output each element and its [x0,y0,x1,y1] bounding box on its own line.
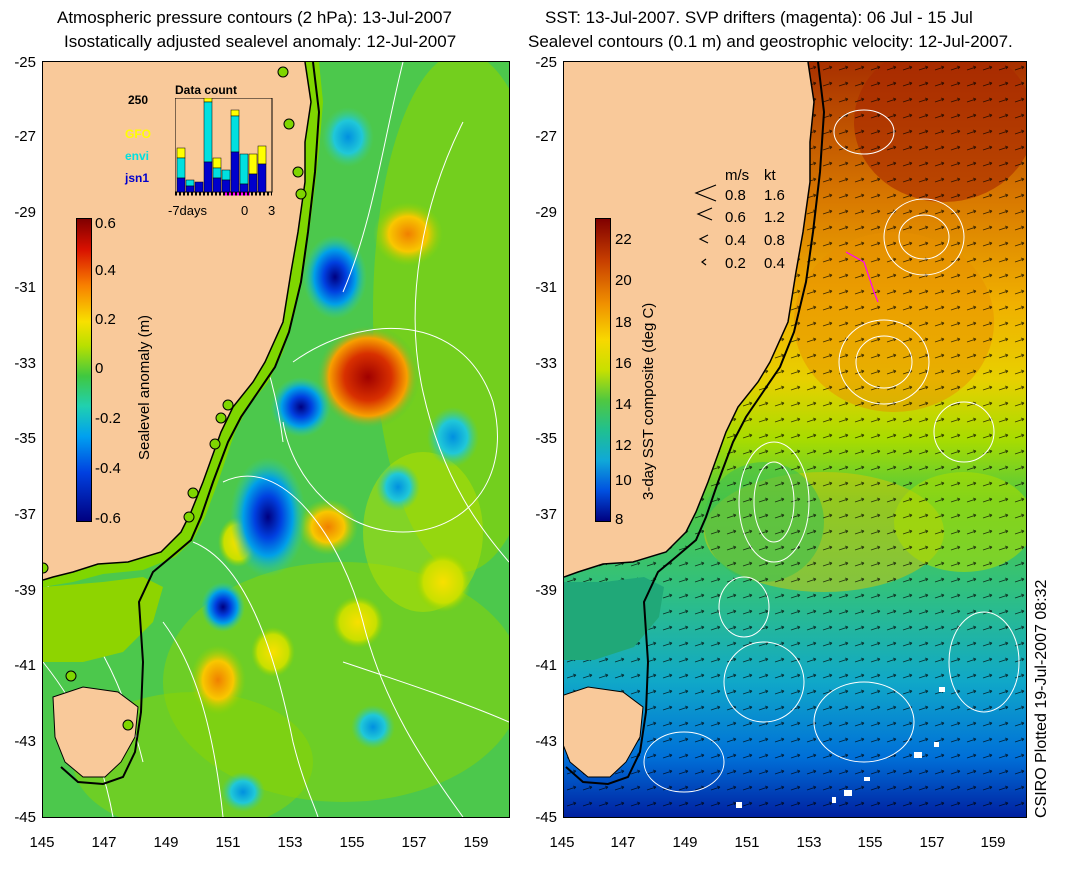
lon-tick-left: 145 [29,834,55,851]
lat-tick-left: -45 [14,809,36,826]
lat-tick-left: -43 [14,733,36,750]
data-count-x-tick-zero: 0 [241,203,249,218]
lat-tick-right: -45 [535,809,557,826]
sst-map [564,62,1026,817]
velocity-legend-kt: 1.6 [764,187,785,204]
lon-tick-right: 149 [672,834,698,851]
velocity-legend-ms: 0.6 [725,209,746,226]
lat-tick-left: -37 [14,506,36,523]
velocity-legend-kt: 0.8 [764,232,785,249]
data-count-x-tick-end: 3 [268,203,276,218]
lat-tick-right: -37 [535,506,557,523]
lat-tick-left: -27 [14,128,36,145]
lat-tick-right: -27 [535,128,557,145]
lon-tick-right: 155 [857,834,883,851]
lon-tick-left: 157 [401,834,427,851]
velocity-legend-arrows [694,184,717,266]
sst-cbar-tick: 12 [615,437,632,454]
velocity-legend-header-kt: kt [764,167,776,184]
lat-tick-left: -29 [14,204,36,221]
sst-cbar-tick: 14 [615,396,632,413]
lat-tick-left: -33 [14,355,36,372]
sealevel-cbar-tick: 0.2 [95,311,116,328]
left-title-line1: Atmospheric pressure contours (2 hPa): 1… [57,8,452,27]
data-count-legend-gfo: GFO [125,127,151,141]
sst-cbar-tick: 10 [615,472,632,489]
lon-tick-left: 159 [463,834,489,851]
lon-tick-right: 145 [549,834,575,851]
lat-tick-left: -25 [14,54,36,71]
lon-tick-right: 147 [610,834,636,851]
lat-tick-left: -35 [14,430,36,447]
velocity-legend-ms: 0.4 [725,232,746,249]
sst-cbar-tick: 8 [615,511,624,528]
right-title-line2: Sealevel contours (0.1 m) and geostrophi… [528,32,1013,51]
lat-tick-right: -33 [535,355,557,372]
sealevel-cbar-tick: -0.2 [95,410,121,427]
sst-cbar-tick: 22 [615,231,632,248]
data-count-title: Data count [175,83,238,97]
lat-tick-left: -39 [14,582,36,599]
lon-tick-left: 147 [91,834,117,851]
cloud-mask [736,687,945,808]
velocity-legend-kt: 1.2 [764,209,785,226]
lon-tick-left: 155 [339,834,365,851]
credit-text: CSIRO Plotted 19-Jul-2007 08:32 [1033,579,1050,818]
tide-gauge-markers [43,66,307,731]
left-title-line2: Isostatically adjusted sealevel anomaly:… [64,32,457,51]
data-count-x-tick-start: -7days [168,203,208,218]
lon-tick-right: 151 [734,834,760,851]
sealevel-cbar-tick: -0.6 [95,510,121,527]
sst-colorbar [595,218,611,522]
sealevel-cbar-label: Sealevel anomaly (m) [136,314,153,460]
sst-cbar-tick: 18 [615,314,632,331]
right-title-line1: SST: 13-Jul-2007. SVP drifters (magenta)… [545,8,973,27]
sealevel-cbar-tick: 0.4 [95,262,116,279]
velocity-legend-header-ms: m/s [725,167,750,184]
lat-tick-left: -31 [14,279,36,296]
right-map-panel [563,61,1027,818]
lat-tick-right: -35 [535,430,557,447]
lat-tick-right: -43 [535,733,557,750]
sealevel-cbar-tick: 0.6 [95,215,116,232]
lon-tick-left: 151 [215,834,241,851]
sealevel-anomaly-map [43,62,509,817]
velocity-legend-kt: 0.4 [764,255,785,272]
lat-tick-right: -39 [535,582,557,599]
lon-tick-left: 149 [153,834,179,851]
lon-tick-right: 159 [980,834,1006,851]
sealevel-cbar-tick: 0 [95,360,104,377]
sst-cbar-tick: 20 [615,272,632,289]
sealevel-cbar-tick: -0.4 [95,460,121,477]
lat-tick-right: -41 [535,657,557,674]
lat-tick-left: -41 [14,657,36,674]
svp-drifter-tracks [845,251,879,303]
data-count-y-tick: 250 [128,93,149,107]
lat-tick-right: -31 [535,279,557,296]
data-count-legend-jsn1: jsn1 [125,171,150,185]
velocity-legend-ms: 0.2 [725,255,746,272]
sst-cbar-tick: 16 [615,355,632,372]
data-count-chart [175,98,273,196]
lat-tick-right: -29 [535,204,557,221]
velocity-legend-ms: 0.8 [725,187,746,204]
lat-tick-right: -25 [535,54,557,71]
data-count-legend-envi: envi [125,149,150,163]
lon-tick-right: 157 [919,834,945,851]
left-map-panel [42,61,510,818]
data-count-inset: Data count 250 GFO envi jsn1 -7days 0 3 [120,80,280,220]
lon-tick-right: 153 [796,834,822,851]
lon-tick-left: 153 [277,834,303,851]
sst-cbar-label: 3-day SST composite (deg C) [640,302,657,500]
sealevel-colorbar [76,218,92,522]
